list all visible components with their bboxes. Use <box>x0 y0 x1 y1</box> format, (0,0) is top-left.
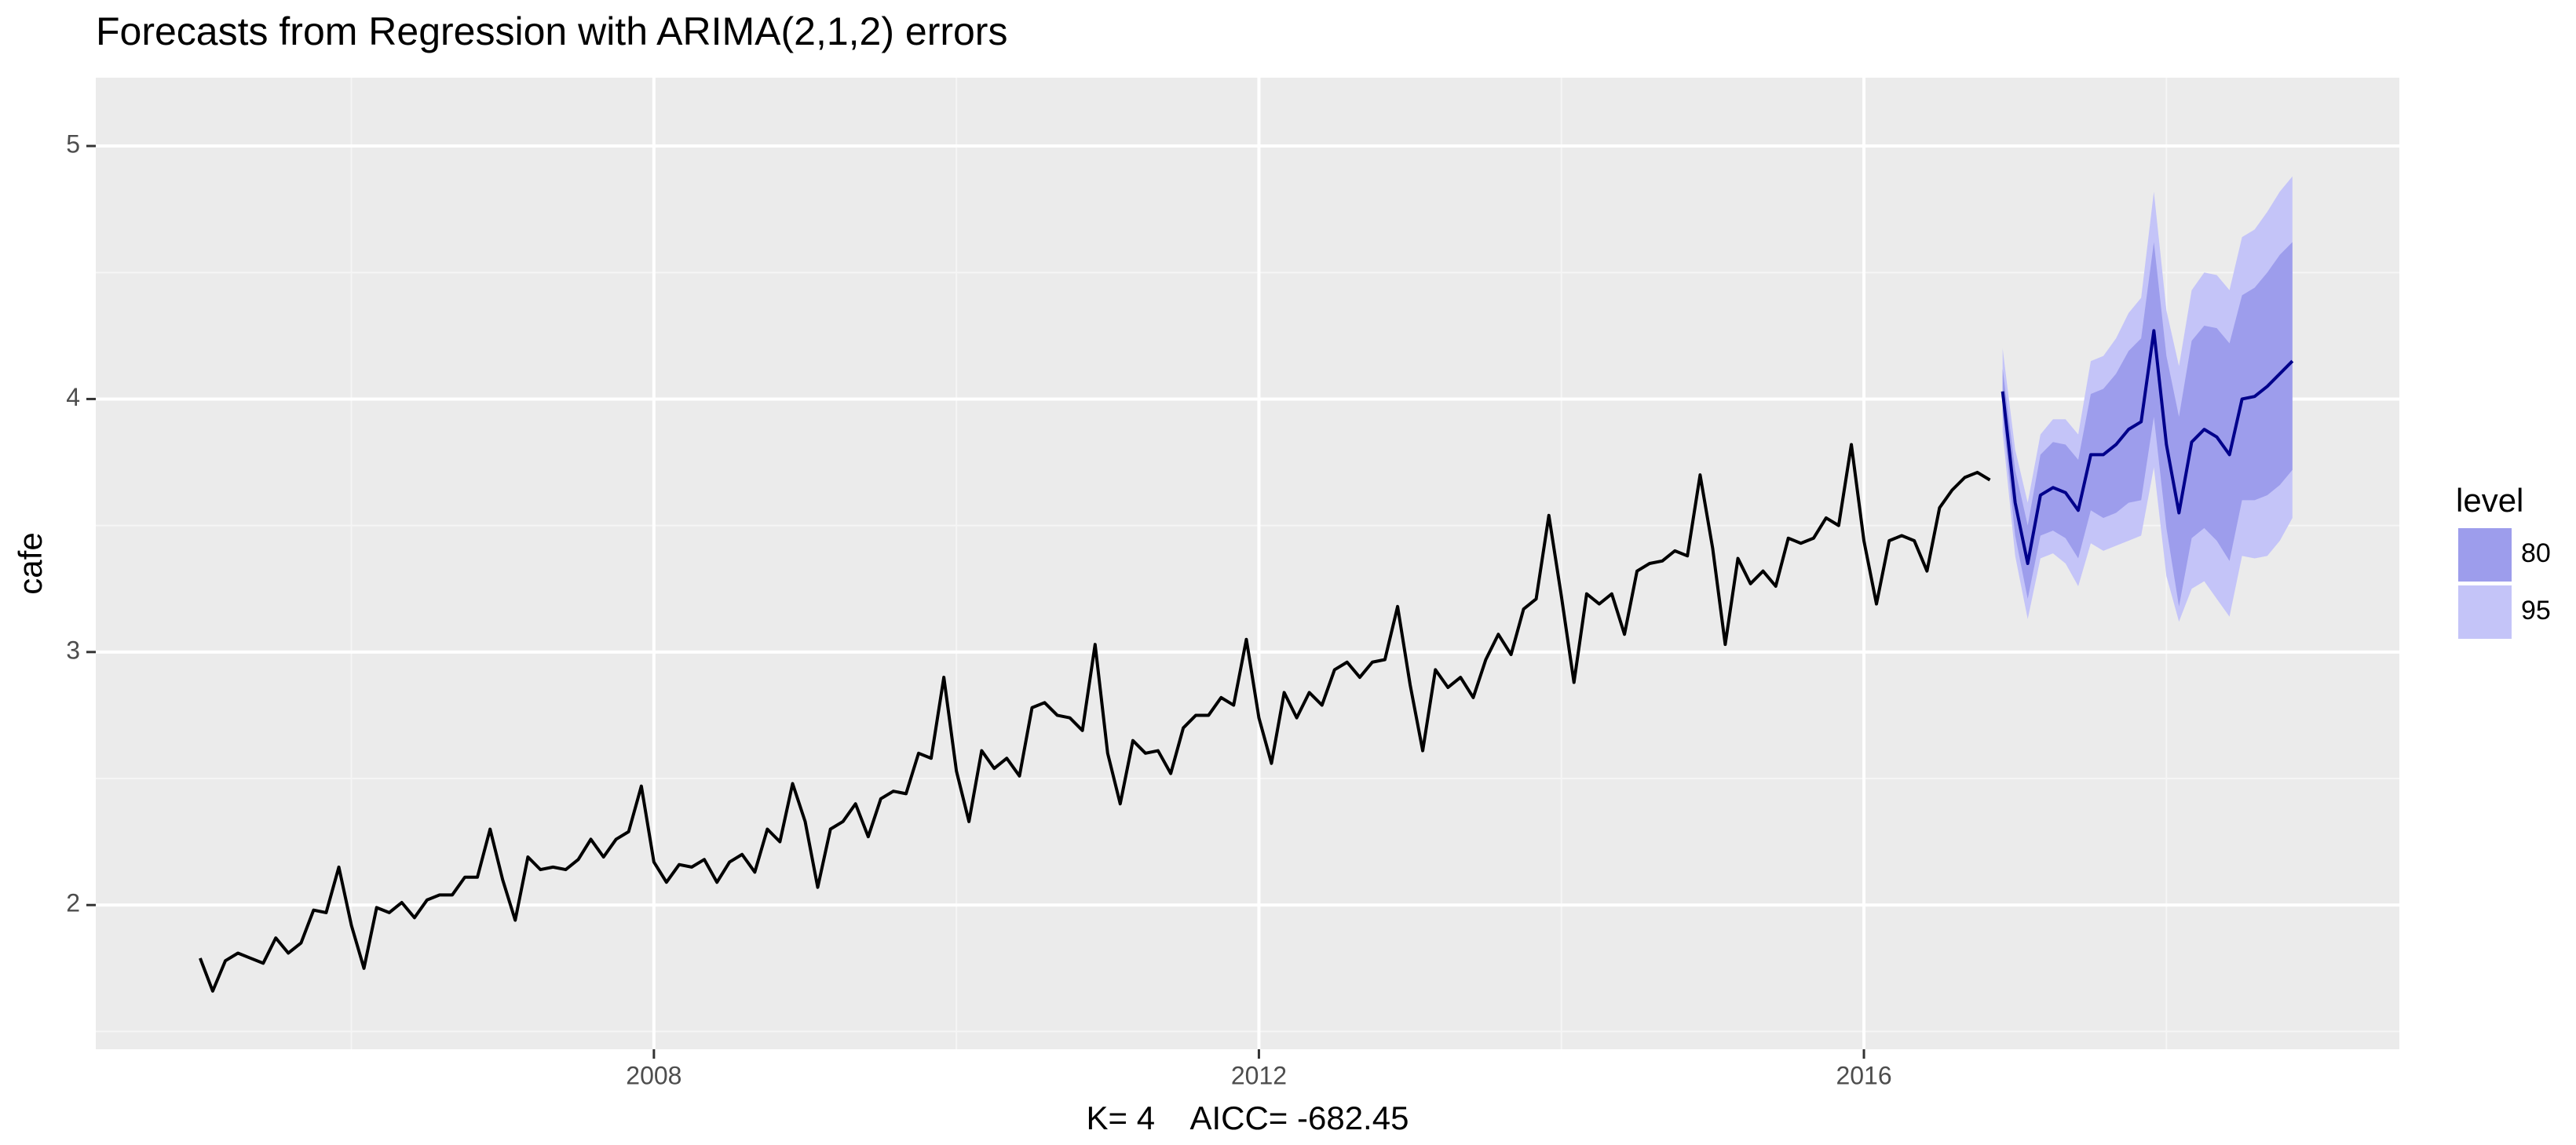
legend-label: 80 <box>2521 538 2551 568</box>
x-tick-label: 2016 <box>1836 1061 1891 1089</box>
y-tick-label: 5 <box>66 130 80 159</box>
y-tick-label: 3 <box>66 636 80 664</box>
legend-key <box>2458 585 2512 639</box>
y-axis-label: cafe <box>12 532 49 594</box>
data-line <box>199 443 1991 993</box>
x-tick-label: 2012 <box>1231 1061 1287 1089</box>
plot-panel <box>96 78 2399 1049</box>
legend-title: level <box>2456 482 2523 519</box>
forecast-line <box>2001 329 2294 565</box>
prediction-band <box>2002 242 2293 607</box>
y-tick-label: 4 <box>66 383 80 411</box>
legend-label: 95 <box>2521 596 2551 625</box>
y-tick-label: 2 <box>66 889 80 917</box>
legend-key <box>2458 528 2512 582</box>
chart-title: Forecasts from Regression with ARIMA(2,1… <box>96 9 1007 53</box>
x-axis-label: K= 4 AICC= -682.45 <box>1087 1099 1409 1136</box>
x-tick-label: 2008 <box>626 1061 681 1089</box>
